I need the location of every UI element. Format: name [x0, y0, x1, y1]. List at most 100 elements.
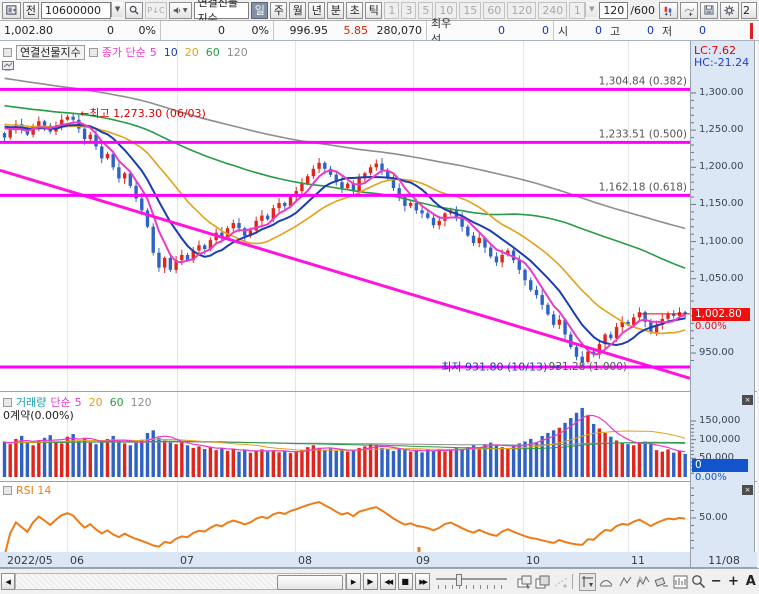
rewind-button[interactable]: ◀◀	[380, 573, 396, 590]
prev-symbol-button[interactable]: 전	[22, 1, 40, 19]
zoom-out-button[interactable]: −	[710, 574, 722, 589]
current-price-pct: 0.00%	[695, 321, 727, 332]
bottom-toolbar: ◀ ▶ ▶ ◀◀ ■ ▶▶	[0, 568, 759, 594]
last-date-label: 11/08	[690, 552, 757, 568]
minute-dropdown-icon: ▼	[585, 1, 598, 17]
arc-tool-icon[interactable]	[599, 574, 614, 590]
chart-settings-icon[interactable]	[672, 574, 688, 590]
sound-button[interactable]: ▼	[169, 1, 192, 19]
volume-ma-period-60: 60	[109, 395, 124, 409]
symbol-search-button[interactable]	[125, 1, 143, 19]
new-window-icon[interactable]	[517, 574, 532, 590]
high-label: 고	[609, 24, 621, 38]
minute-button-7: 240	[538, 1, 568, 19]
scroll-right-button[interactable]: ▶	[346, 573, 361, 590]
sound-dropdown-icon[interactable]: ▼	[182, 6, 188, 14]
scroll-thumb[interactable]	[277, 575, 344, 590]
mini-chart-icon[interactable]	[2, 60, 14, 75]
date-label: 2022/05	[7, 554, 53, 567]
open-value: 0	[595, 24, 602, 37]
window-switch-icon[interactable]	[2, 1, 21, 19]
close-rsi-panel-button[interactable]: ×	[742, 485, 753, 495]
close-volume-panel-button[interactable]: ×	[742, 395, 753, 405]
high-value: 0	[647, 24, 654, 37]
symbol-code-input[interactable]: 10600000 ▼	[41, 1, 124, 19]
zoom-tool-icon[interactable]	[691, 574, 706, 590]
volume-axis-tick: 50,000	[699, 452, 734, 464]
zigzag-tool-icon[interactable]	[617, 574, 632, 590]
minute-button-4: 15	[459, 1, 482, 19]
scroll-left-button[interactable]: ◀	[1, 573, 16, 590]
play-button[interactable]: ▶	[362, 573, 379, 590]
trendline-marker-icon[interactable]	[679, 1, 699, 19]
legend-box-icon[interactable]	[3, 47, 12, 57]
price-axis-tick: 1,050.00	[699, 272, 744, 284]
rsi-legend: RSI 14	[3, 484, 51, 497]
crosshair-tool-icon[interactable]	[578, 572, 597, 591]
period-tab-6[interactable]: 틱	[365, 1, 383, 19]
stop-button[interactable]: ■	[397, 573, 413, 590]
minute-button-5: 60	[483, 1, 506, 19]
main-legend-name[interactable]: 연결선물지수	[16, 44, 85, 60]
time-axis[interactable]: 2022/05 06 07 08 09 10 11 11/08	[0, 552, 757, 568]
price-axis-tick: 1,300.00	[699, 87, 744, 98]
ma-period-5: 5	[149, 45, 157, 59]
zoom-in-button[interactable]: +	[728, 574, 739, 589]
main-chart-canvas[interactable]: 1,304.84 (0.382) 1,233.51 (0.500) 1,162.18…	[0, 41, 690, 391]
bar-count-max-label: /600	[630, 3, 656, 17]
main-legend: 연결선물지수 종가 단순 5 10 20 60 120	[3, 44, 255, 60]
font-size-button[interactable]: A	[745, 574, 756, 589]
period-tab-4[interactable]: 분	[327, 1, 345, 19]
legend-box-icon[interactable]	[88, 47, 98, 57]
price-axis-tick: 1,100.00	[699, 235, 744, 247]
h-scrollbar[interactable]	[15, 573, 347, 590]
price-change: 0	[107, 24, 114, 37]
volume-chart-canvas[interactable]	[0, 391, 690, 481]
volume-status: 0계약(0.00%)	[3, 409, 74, 422]
price-axis-tick: 1,250.00	[699, 124, 744, 136]
rsi-legend-label[interactable]: RSI 14	[16, 484, 52, 497]
bar-count-input[interactable]: 120	[599, 1, 629, 19]
volume-legend-name[interactable]: 거래량	[16, 396, 47, 409]
price-axis-tick: 1,200.00	[699, 161, 744, 173]
clipped-toolbar-button[interactable]: 2	[741, 1, 757, 19]
price-axis[interactable]: LC:7.62 HC:-21.24 1,300.00 1,250.00 1,200.…	[690, 41, 755, 552]
fast-forward-button[interactable]: ▶▶	[414, 573, 431, 590]
chart-region: 1,304.84 (0.382) 1,233.51 (0.500) 1,162.18…	[0, 41, 759, 568]
rsi-chart-canvas[interactable]	[0, 481, 690, 552]
date-label: 07	[180, 554, 194, 567]
volume-ma-period-120: 120	[130, 395, 152, 409]
volume-ma-period-20: 20	[88, 395, 103, 409]
minute-button-2: 5	[418, 1, 434, 19]
volume-legend: 거래량 단순 5 20 60 120	[3, 394, 159, 410]
minute-button-6: 120	[507, 1, 537, 19]
volume-axis-tick: 100,000	[699, 433, 741, 445]
svg-text:최저 931.80 (10/13) →: 최저 931.80 (10/13) →	[441, 361, 560, 374]
multi-zigzag-tool-icon[interactable]	[636, 574, 651, 590]
date-label: 08	[298, 554, 312, 567]
best-ask: 0	[542, 24, 549, 37]
eraser-tool-icon[interactable]	[654, 574, 669, 590]
date-label: 06	[70, 554, 84, 567]
save-button[interactable]	[700, 1, 719, 19]
period-tab-5[interactable]: 초	[346, 1, 364, 19]
legend-box-icon[interactable]	[3, 397, 12, 407]
period-tab-1[interactable]: 주	[270, 1, 288, 19]
period-tab-3[interactable]: 년	[308, 1, 326, 19]
candle-marker-icon[interactable]	[659, 1, 678, 19]
current-price-badge: 1,002.80	[692, 308, 750, 321]
symbol-name-field[interactable]: 연결선물지수	[193, 0, 250, 20]
date-label: 09	[416, 554, 430, 567]
period-tab-2[interactable]: 월	[289, 1, 307, 19]
code-dropdown-icon[interactable]: ▼	[111, 1, 124, 17]
period-tab-0[interactable]: 일	[251, 1, 269, 19]
ma-period-60: 60	[205, 45, 220, 59]
legend-box-icon[interactable]	[3, 486, 12, 495]
speed-slider[interactable]	[436, 572, 508, 592]
volume-ma-period-list: 5 20 60 120	[75, 396, 159, 409]
open-label: 시	[557, 24, 569, 38]
settings-gear-icon[interactable]	[720, 1, 739, 19]
cascade-windows-icon[interactable]	[535, 574, 550, 590]
